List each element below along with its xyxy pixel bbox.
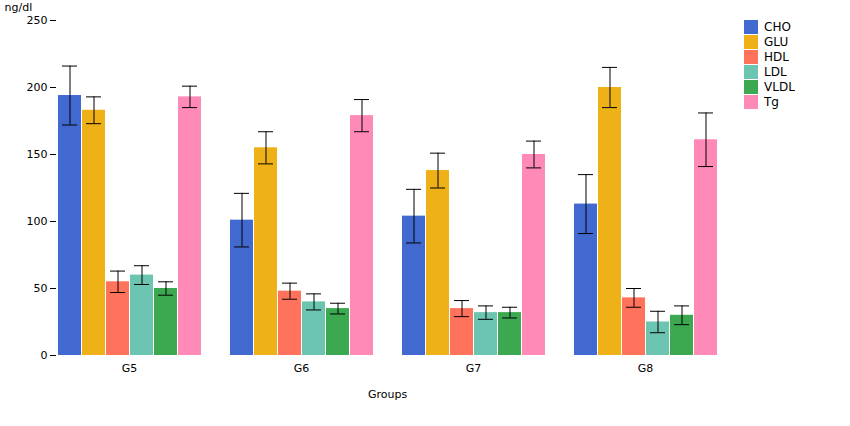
svg-text:250: 250 xyxy=(27,14,48,27)
svg-text:ng/dl: ng/dl xyxy=(5,1,33,14)
svg-text:150: 150 xyxy=(27,148,48,161)
svg-text:200: 200 xyxy=(27,81,48,94)
html-text:HDL: HDL xyxy=(764,50,789,64)
html-text:LDL: LDL xyxy=(764,65,787,79)
svg-text:Groups: Groups xyxy=(368,388,407,401)
svg-text:100: 100 xyxy=(27,215,48,228)
svg-text:50: 50 xyxy=(34,282,48,295)
svg-text:G6: G6 xyxy=(294,362,310,375)
svg-text:0: 0 xyxy=(41,349,48,362)
html-text:VLDL: VLDL xyxy=(764,80,795,94)
svg-text:G5: G5 xyxy=(122,362,138,375)
html-text:Tg: Tg xyxy=(764,95,779,109)
html-text:GLU: GLU xyxy=(764,35,789,49)
html-text:CHO: CHO xyxy=(764,20,791,34)
svg-text:G8: G8 xyxy=(638,362,654,375)
svg-text:G7: G7 xyxy=(466,362,482,375)
